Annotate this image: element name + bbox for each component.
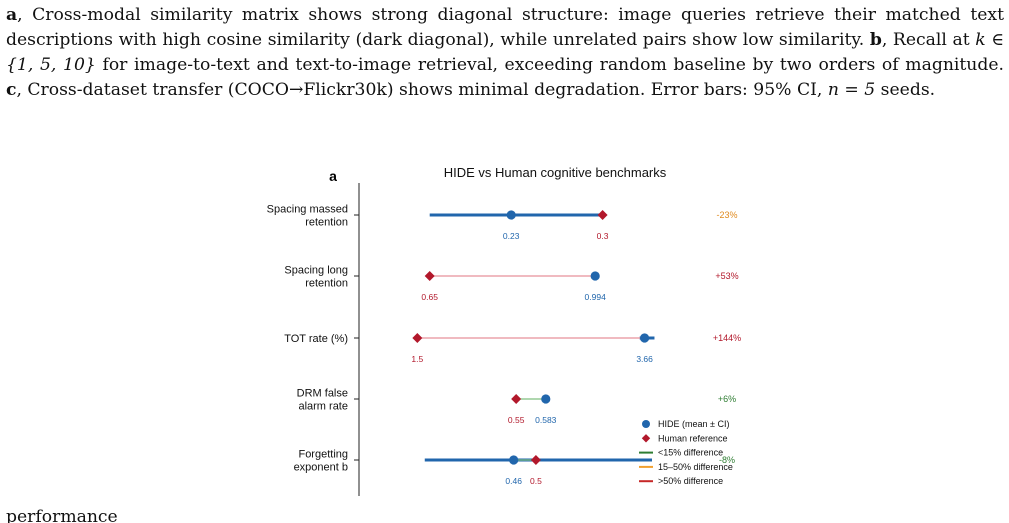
caption-text-b2: for image-to-text and text-to-image retr… bbox=[95, 55, 1005, 75]
legend-item: <15% difference bbox=[639, 448, 723, 458]
caption-label-a: a bbox=[6, 5, 18, 25]
legend-diamond-icon bbox=[641, 434, 651, 443]
caption-text-a: , Cross-modal similarity matrix shows st… bbox=[6, 5, 1004, 50]
difference-label: +144% bbox=[713, 333, 741, 343]
hide-marker bbox=[506, 210, 516, 220]
hide-marker bbox=[639, 333, 650, 343]
legend-item: >50% difference bbox=[639, 476, 723, 486]
human-marker bbox=[511, 394, 522, 404]
legend-circle-icon bbox=[642, 420, 650, 428]
caption-text-end: seeds. bbox=[875, 80, 936, 100]
legend-label: Human reference bbox=[658, 433, 728, 443]
legend-label: >50% difference bbox=[658, 476, 723, 486]
human-value-label: 0.55 bbox=[508, 415, 525, 425]
difference-label: -23% bbox=[716, 210, 737, 220]
figure-caption: a, Cross-modal similarity matrix shows s… bbox=[6, 3, 1004, 103]
caption-label-b: b bbox=[869, 30, 882, 50]
difference-label: +6% bbox=[718, 394, 736, 404]
difference-label: +53% bbox=[715, 271, 738, 281]
row-label: DRM false bbox=[297, 388, 348, 400]
row-label: Spacing long bbox=[284, 265, 348, 277]
panel-label: a bbox=[329, 168, 337, 184]
row-label: Spacing massed bbox=[267, 204, 348, 216]
legend-label: 15–50% difference bbox=[658, 462, 733, 472]
human-value-label: 0.3 bbox=[597, 231, 609, 241]
caption-math-k: k ∈ {1, 5, 10} bbox=[6, 30, 1004, 75]
hide-value-label: 0.583 bbox=[535, 415, 557, 425]
legend: HIDE (mean ± CI) Human reference <15% diff… bbox=[639, 419, 733, 486]
chart-title: HIDE vs Human cognitive benchmarks bbox=[444, 165, 667, 180]
row-label: retention bbox=[305, 278, 348, 290]
bottom-caption-text: performance bbox=[6, 507, 118, 523]
legend-item: 15–50% difference bbox=[639, 462, 733, 472]
human-marker bbox=[424, 271, 435, 281]
difference-label: -8% bbox=[719, 455, 735, 465]
row-label: Forgetting bbox=[298, 449, 348, 461]
human-value-label: 0.65 bbox=[421, 292, 438, 302]
row-label: retention bbox=[305, 217, 348, 229]
hide-value-label: 3.66 bbox=[636, 354, 653, 364]
row-label: TOT rate (%) bbox=[284, 333, 348, 345]
human-marker bbox=[530, 455, 541, 465]
human-value-label: 0.5 bbox=[530, 476, 542, 486]
benchmark-row: TOT rate (%) 3.66 1.5 +144% bbox=[284, 333, 741, 364]
human-marker bbox=[412, 333, 423, 343]
legend-item: HIDE (mean ± CI) bbox=[642, 419, 729, 429]
caption-text-c: , Cross-dataset transfer (COCO→Flickr30k… bbox=[16, 80, 828, 100]
hide-value-label: 0.994 bbox=[585, 292, 607, 302]
hide-marker bbox=[541, 394, 551, 404]
legend-item: Human reference bbox=[641, 433, 728, 443]
hide-value-label: 0.46 bbox=[505, 476, 522, 486]
row-label: alarm rate bbox=[298, 401, 348, 413]
hide-marker bbox=[590, 271, 600, 281]
human-marker bbox=[597, 210, 608, 220]
legend-label: HIDE (mean ± CI) bbox=[658, 419, 729, 429]
hide-value-label: 0.23 bbox=[503, 231, 520, 241]
bottom-caption-fragment: performance bbox=[6, 505, 1004, 523]
caption-label-c: c bbox=[6, 80, 17, 100]
dumbbell-chart: a HIDE vs Human cognitive benchmarks Spa… bbox=[267, 165, 741, 496]
legend-label: <15% difference bbox=[658, 448, 723, 458]
row-label: exponent b bbox=[294, 462, 348, 474]
hide-marker bbox=[509, 455, 519, 465]
caption-math-n: n = 5 bbox=[827, 80, 876, 100]
caption-text-b1: , Recall at bbox=[881, 30, 976, 50]
human-value-label: 1.5 bbox=[411, 354, 423, 364]
